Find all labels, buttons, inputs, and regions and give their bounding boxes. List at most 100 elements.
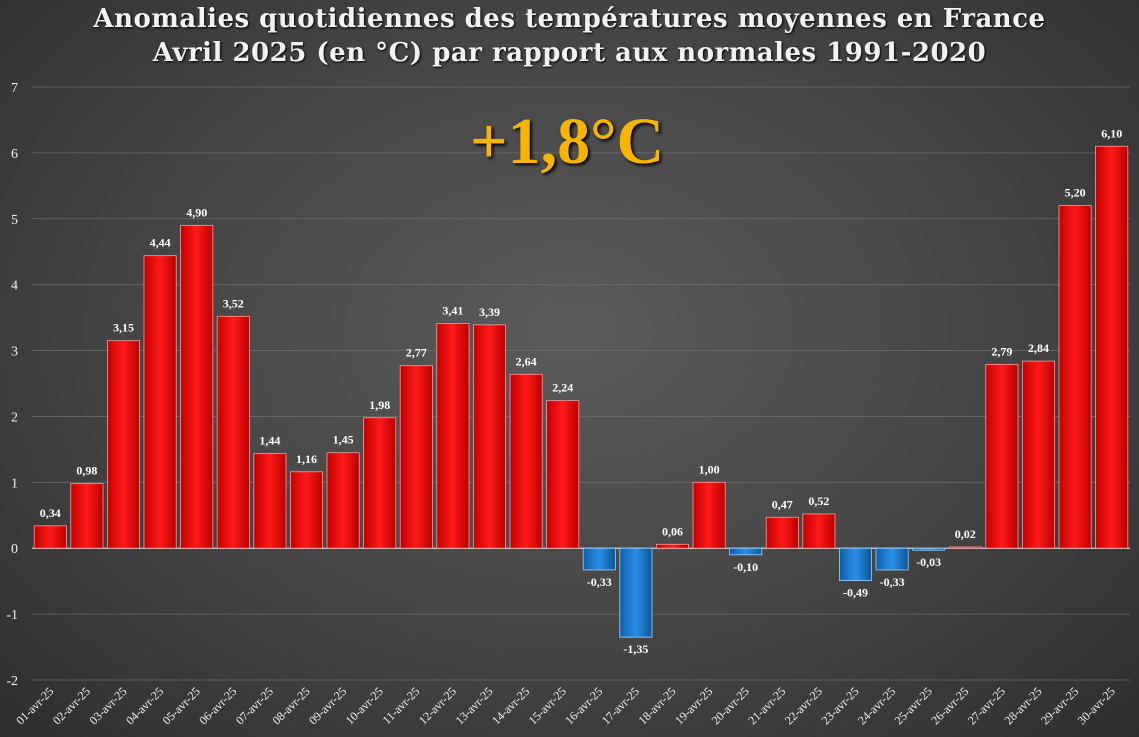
y-tick-label: 6 [11, 147, 18, 162]
bar-value-label: 4,44 [150, 236, 171, 250]
bar-value-label: 1,98 [369, 398, 390, 412]
bar-value-label: 0,34 [40, 506, 61, 520]
x-tick-label: 29-avr-25 [1038, 684, 1081, 727]
bar [70, 483, 104, 549]
bar [619, 547, 653, 638]
x-tick-label: 25-avr-25 [892, 684, 935, 727]
bar [912, 547, 946, 551]
x-tick-label: 18-avr-25 [635, 684, 678, 727]
bar-value-label: -1,35 [623, 642, 648, 656]
y-tick-label: 1 [11, 476, 18, 491]
x-tick-label: 23-avr-25 [818, 684, 861, 727]
grid-lines [32, 86, 1130, 681]
y-axis: -2 -1 0 1 2 3 4 5 6 7 [6, 81, 18, 689]
bar [765, 516, 799, 549]
x-tick-label: 08-avr-25 [269, 684, 312, 727]
bar [582, 547, 616, 571]
x-tick-label: 07-avr-25 [233, 684, 276, 727]
bar [875, 547, 909, 571]
bar [33, 525, 67, 549]
bar-value-label: 3,52 [223, 296, 244, 310]
bar [253, 452, 287, 549]
y-tick-label: -1 [6, 608, 18, 623]
y-tick-label: 4 [11, 279, 18, 294]
bar-value-label: 2,64 [516, 354, 537, 368]
x-tick-label: 26-avr-25 [928, 684, 971, 727]
bar-value-label: -0,10 [733, 560, 758, 574]
x-tick-label: 13-avr-25 [452, 684, 495, 727]
bar-value-label: 0,47 [772, 497, 793, 511]
x-tick-label: 17-avr-25 [599, 684, 642, 727]
bar-value-label: 2,77 [406, 346, 427, 360]
bar [289, 471, 324, 549]
bars [33, 145, 1129, 638]
bar [472, 324, 507, 549]
x-tick-label: 16-avr-25 [562, 684, 605, 727]
bar-value-label: 5,20 [1065, 186, 1086, 200]
x-tick-label: 22-avr-25 [782, 684, 825, 727]
bar-value-label: -0,33 [880, 575, 905, 589]
bar-value-label: 0,02 [955, 527, 976, 541]
chart-title: Anomalies quotidiennes des températures … [93, 4, 1046, 34]
bar [1058, 205, 1092, 549]
y-tick-label: 3 [11, 345, 18, 360]
bar [1095, 145, 1129, 549]
bar-value-label: 4,90 [186, 205, 207, 219]
bar-value-label: -0,33 [587, 575, 612, 589]
x-tick-label: 06-avr-25 [196, 684, 239, 727]
x-tick-label: 24-avr-25 [855, 684, 898, 727]
x-tick-label: 19-avr-25 [672, 684, 715, 727]
x-tick-label: 14-avr-25 [489, 684, 532, 727]
x-tick-label: 10-avr-25 [343, 684, 386, 727]
bar-value-label: 2,79 [991, 344, 1012, 358]
bar-value-label: 1,16 [296, 452, 317, 466]
bar [546, 400, 580, 549]
x-tick-label: 30-avr-25 [1075, 684, 1118, 727]
bar [399, 365, 433, 549]
x-tick-label: 02-avr-25 [50, 684, 93, 727]
x-tick-label: 01-avr-25 [13, 684, 56, 727]
y-tick-label: 5 [11, 213, 18, 228]
x-tick-label: 15-avr-25 [526, 684, 569, 727]
y-tick-label: 2 [11, 410, 18, 425]
bar [216, 315, 250, 549]
bar-value-label: 6,10 [1101, 126, 1122, 140]
bar [838, 547, 873, 581]
bar [509, 373, 543, 549]
bar [1021, 360, 1056, 549]
bar-value-label: 3,39 [479, 305, 500, 319]
x-tick-label: 05-avr-25 [160, 684, 203, 727]
y-tick-label: -2 [6, 674, 18, 689]
y-tick-label: 0 [11, 542, 18, 557]
bar-value-label: 0,06 [662, 524, 683, 538]
bar [729, 547, 763, 556]
x-tick-label: 03-avr-25 [86, 684, 129, 727]
bar [363, 417, 397, 549]
bar-value-label: 0,98 [76, 464, 97, 478]
bar-value-label: 3,15 [113, 321, 134, 335]
bar [985, 363, 1019, 549]
x-tick-label: 27-avr-25 [965, 684, 1008, 727]
monthly-anomaly-annotation: +1,8°C [470, 105, 665, 178]
bar-value-label: 0,52 [808, 494, 829, 508]
bar-value-label: 2,24 [552, 381, 573, 395]
y-tick-label: 7 [11, 81, 18, 96]
x-tick-label: 11-avr-25 [380, 684, 423, 727]
data-labels: 0,34 0,98 3,15 4,44 4,90 3,52 1,44 1,16 1,45 1,98… [40, 126, 1122, 656]
x-tick-label: 12-avr-25 [416, 684, 459, 727]
bar [436, 323, 470, 549]
bar [180, 224, 214, 549]
bar [326, 452, 360, 549]
x-tick-label: 20-avr-25 [709, 684, 752, 727]
chart-subtitle: Avril 2025 (en °C) par rapport aux norma… [152, 38, 987, 68]
x-tick-label: 09-avr-25 [306, 684, 349, 727]
bar-value-label: -0,49 [843, 586, 868, 600]
bar [655, 543, 690, 549]
bar [143, 255, 177, 549]
x-tick-label: 21-avr-25 [745, 684, 788, 727]
bar-value-label: 3,41 [442, 304, 463, 318]
bar [802, 513, 836, 549]
bar-value-label: 1,45 [333, 433, 354, 447]
